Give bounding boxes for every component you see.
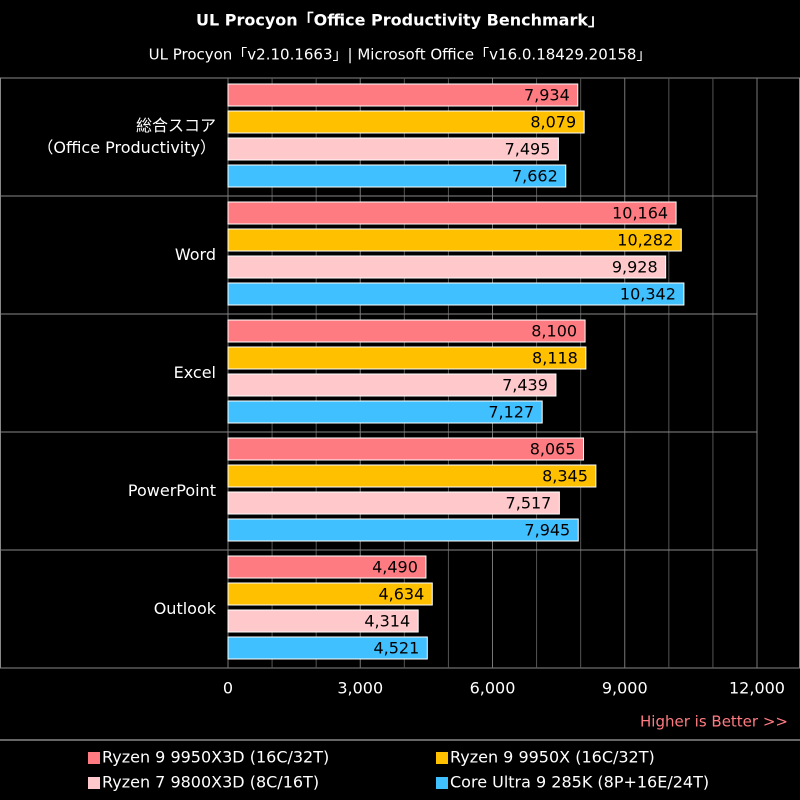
bar xyxy=(227,83,579,107)
value-label: 7,662 xyxy=(512,167,558,186)
bar xyxy=(227,346,587,370)
value-label: 4,521 xyxy=(373,639,419,658)
bar xyxy=(227,164,567,188)
legend-label: Ryzen 9 9950X (16C/32T) xyxy=(450,748,655,767)
value-label: 4,634 xyxy=(378,585,424,604)
value-label: 10,342 xyxy=(620,285,676,304)
x-tick-label: 0 xyxy=(223,679,233,698)
bar xyxy=(227,491,560,515)
legend-label: Core Ultra 9 285K (8P+16E/24T) xyxy=(450,773,709,792)
value-label: 4,314 xyxy=(364,612,410,631)
value-label: 8,100 xyxy=(531,322,577,341)
value-label: 8,079 xyxy=(530,113,576,132)
value-label: 7,127 xyxy=(488,403,534,422)
bar xyxy=(227,636,428,660)
legend-label: Ryzen 9 9950X3D (16C/32T) xyxy=(102,748,329,767)
bar xyxy=(227,437,585,461)
value-label: 4,490 xyxy=(372,558,418,577)
value-label: 8,118 xyxy=(532,349,578,368)
category-label: Excel xyxy=(173,363,216,382)
bar xyxy=(227,282,685,306)
annotation: Higher is Better >> xyxy=(640,713,788,731)
bar xyxy=(227,319,586,343)
x-tick-label: 6,000 xyxy=(470,679,516,698)
chart-subtitle: UL Procyon「v2.10.1663」| Microsoft Office… xyxy=(149,46,652,64)
legend-swatch xyxy=(436,752,448,764)
x-tick-label: 3,000 xyxy=(337,679,383,698)
bar xyxy=(227,110,585,134)
category-label: PowerPoint xyxy=(127,481,216,500)
legend-swatch xyxy=(88,777,100,789)
value-label: 8,065 xyxy=(530,440,576,459)
value-label: 10,282 xyxy=(617,231,673,250)
bar xyxy=(227,582,433,606)
bar xyxy=(227,373,557,397)
legend-label: Ryzen 7 9800X3D (8C/16T) xyxy=(102,773,319,792)
category-label: Word xyxy=(174,245,216,264)
legend-swatch xyxy=(88,752,100,764)
category-label: 総合スコア （Office Productivity） xyxy=(37,116,216,157)
x-tick-label: 12,000 xyxy=(729,679,785,698)
value-label: 7,945 xyxy=(524,521,570,540)
bar xyxy=(227,137,559,161)
x-tick-label: 9,000 xyxy=(602,679,648,698)
bar xyxy=(227,555,427,579)
bar xyxy=(227,464,597,488)
chart-title: UL Procyon「Office Productivity Benchmark… xyxy=(196,11,604,30)
value-label: 9,928 xyxy=(612,258,658,277)
bar xyxy=(227,609,419,633)
value-label: 7,517 xyxy=(506,494,552,513)
category-label: Outlook xyxy=(153,599,216,618)
legend-swatch xyxy=(436,777,448,789)
value-label: 7,495 xyxy=(505,140,551,159)
value-label: 8,345 xyxy=(542,467,588,486)
bar xyxy=(227,201,677,225)
bar xyxy=(227,518,579,542)
bar xyxy=(227,255,667,279)
bar xyxy=(227,228,682,252)
bar xyxy=(227,400,543,424)
value-label: 10,164 xyxy=(612,204,668,223)
value-label: 7,934 xyxy=(524,86,570,105)
value-label: 7,439 xyxy=(502,376,548,395)
